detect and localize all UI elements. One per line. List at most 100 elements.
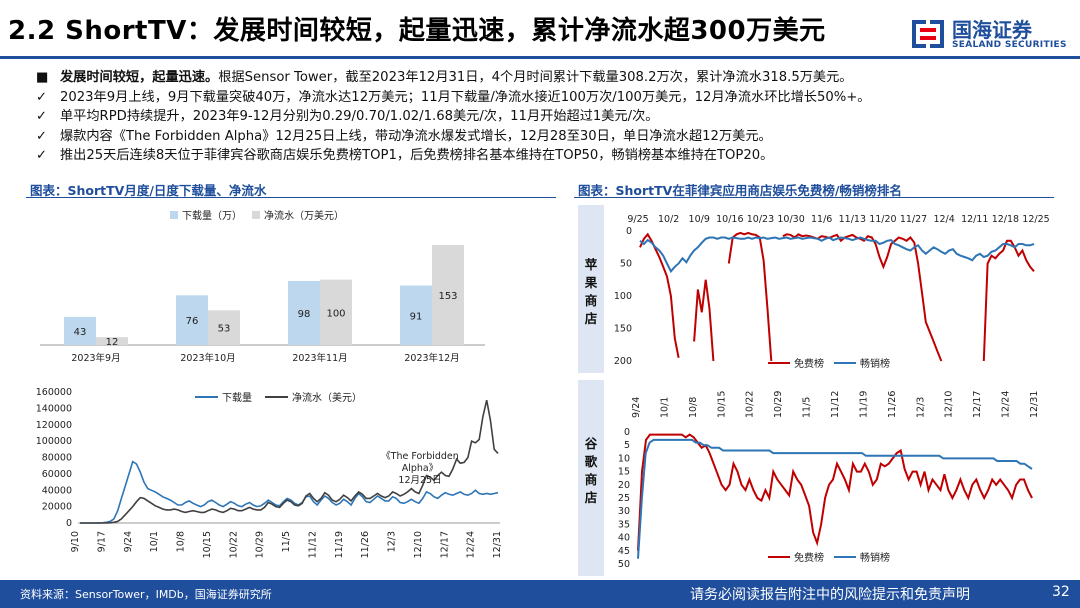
legend-label-free: 免费榜 [794,551,824,564]
y-tick-label: 80000 [42,453,72,464]
x-tick-label: 10/22 [745,391,756,418]
bar-value-label: 98 [298,309,311,320]
x-tick-label: 12/3 [915,397,926,418]
logo-chinese-name: 国海证券 [952,18,1032,42]
company-logo: 国海证券 SEALAND SECURITIES [908,14,1078,58]
bullet-bold-text: 发展时间较短，起量迅速。 [60,70,219,85]
legend-label-revenue: 净流水（万美元） [264,209,344,222]
x-tick-label: 10/1 [659,397,670,418]
y-tick-label: 60000 [42,469,72,480]
store-label-char: 谷 [585,436,598,451]
store-label-char: 商 [585,472,598,487]
header: 2.2 ShortTV：发展时间较短，起量迅速，累计净流水超300万美元 国海证… [0,0,1080,60]
x-tick-label: 12/31 [1029,391,1040,418]
x-tick-label: 12/4 [933,214,954,225]
y-tick-label: 150 [614,324,632,335]
y-tick-label: 140000 [36,403,72,414]
x-tick-label: 11/19 [334,531,345,558]
bullet-text: 爆款内容《The Forbidden Alpha》12月25日上线，带动净流水爆… [60,128,772,144]
y-tick-label: 30 [618,506,630,517]
x-tick-label: 11/12 [830,391,841,418]
x-tick-label: 11/6 [811,214,832,225]
series-line [80,460,499,524]
x-tick-label: 11/13 [839,214,866,225]
bullet-item: ✓ 推出25天后连续8天位于菲律宾谷歌商店娱乐免费榜TOP1，后免费榜排名基本维持… [36,146,1076,166]
bullet-text: 根据Sensor Tower，截至2023年12月31日，4个月时间累计下载量3… [218,70,853,85]
header-divider [0,56,1080,59]
x-tick-label: 10/1 [149,531,160,552]
page-title: 2.2 ShortTV：发展时间较短，起量迅速，累计净流水超300万美元 [8,16,826,46]
legend-label-revenue: 净流水（美元） [292,391,362,404]
series-line [639,236,1035,274]
x-tick-label: 10/29 [773,391,784,418]
bar-value-label: 153 [438,291,457,302]
x-tick-label: 2023年10月 [180,352,235,364]
footer: 资料来源：SensorTower，IMDb，国海证券研究所 请务必阅读报告附注中… [0,580,1080,608]
x-tick-label: 10/15 [202,531,213,558]
x-tick-label: 10/9 [689,214,710,225]
bar [432,245,464,345]
bar [96,337,128,345]
y-tick-label: 200 [614,356,632,367]
x-tick-label: 2023年11月 [292,352,347,364]
bullet-text: 单平均RPD持续提升，2023年9-12月分别为0.29/0.70/1.02/1… [60,109,659,125]
store-label-char: 店 [585,490,598,505]
x-tick-label: 11/12 [307,531,318,558]
y-tick-label: 20 [618,480,630,491]
x-tick-label: 11/5 [281,531,292,552]
bullet-text: 推出25天后连续8天位于菲律宾谷歌商店娱乐免费榜TOP1，后免费榜排名基本维持在… [60,148,774,164]
x-tick-label: 11/27 [900,214,927,225]
legend-label-downloads: 下载量（万） [182,210,242,222]
x-tick-label: 11/20 [869,214,896,225]
x-tick-label: 11/5 [802,397,813,418]
right-panel-divider [574,197,1054,198]
series-line [80,400,499,524]
series-line [637,433,1033,551]
store-label-box [578,205,604,373]
bullet-text: 2023年9月上线，9月下载量突破40万，净流水达12万美元；11月下载量/净流… [60,89,871,105]
square-bullet-icon: ■ [36,70,49,85]
bar-value-label: 53 [218,324,231,335]
store-label-box [578,380,604,576]
x-tick-label: 12/17 [972,391,983,418]
series-line [639,231,1035,362]
store-label-char: 商 [585,293,598,308]
x-tick-label: 12/10 [413,531,424,558]
page-number: 32 [1052,584,1070,600]
x-tick-label: 12/24 [1001,391,1012,418]
legend-label-grossing: 畅销榜 [860,357,890,370]
y-tick-label: 100 [614,291,632,302]
series-line [637,438,1033,559]
left-panel-title: 图表：ShortTV月度/日度下载量、净流水 [30,183,267,198]
y-tick-label: 50 [620,259,632,270]
y-tick-label: 100000 [36,436,72,447]
x-tick-label: 12/18 [992,214,1019,225]
annotation-text: Alpha》 [402,463,439,474]
annotation-text: 《The Forbidden [381,451,459,462]
x-tick-label: 12/11 [961,214,988,225]
left-panel-divider [26,197,556,198]
x-tick-label: 9/25 [627,214,648,225]
y-tick-label: 45 [618,546,630,557]
x-tick-label: 9/24 [631,397,642,418]
monthly-bar-chart: 下载量（万） 净流水（万美元） 43 12 2023年9月 76 53 2023年10月 98 1… [40,209,485,364]
x-tick-label: 12/31 [492,531,503,558]
legend-swatch-downloads [170,211,178,219]
x-tick-label: 10/30 [777,214,804,225]
y-tick-label: 0 [626,226,632,237]
y-tick-label: 0 [624,427,630,438]
google-store-rank-chart: 谷歌商店 0 5 10 15 20 25 30 35 40 45 50 9/24 10/1 10/8 10/1… [578,380,1040,576]
bar-value-label: 91 [410,311,423,322]
x-tick-label: 10/29 [255,531,266,558]
bullet-item: ✓ 2023年9月上线，9月下载量突破40万，净流水达12万美元；11月下载量/净… [36,88,1076,108]
sealand-logo-icon [912,20,944,48]
bar [400,285,432,345]
x-tick-label: 10/16 [716,214,743,225]
bar-value-label: 76 [186,316,199,327]
legend-label-free: 免费榜 [794,357,824,370]
bullet-list: ■ 发展时间较短，起量迅速。根据Sensor Tower，截至2023年12月31… [36,68,1076,166]
check-icon: ✓ [36,128,48,144]
annotation-text: 12月25日 [398,475,441,486]
y-tick-label: 40 [618,533,630,544]
